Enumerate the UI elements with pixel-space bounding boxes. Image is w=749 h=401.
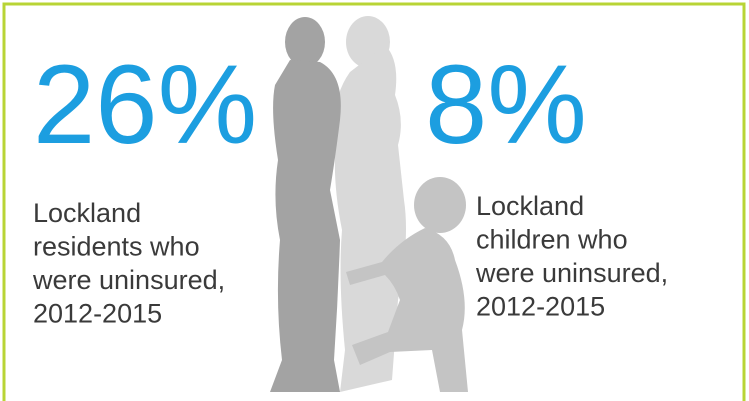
stat-label: residents who [33,232,200,262]
stat-figure: 8% [425,42,587,167]
stat-label: 2012-2015 [33,299,162,329]
stat-label: Lockland [476,191,584,221]
stat-label: were uninsured, [32,265,225,295]
stat-figure: 26% [33,42,257,167]
stat-label: 2012-2015 [476,292,605,322]
stat-label: children who [476,225,628,255]
stat-label: Lockland [33,198,141,228]
stat-label: were uninsured, [475,258,668,288]
silhouettes [270,16,468,392]
